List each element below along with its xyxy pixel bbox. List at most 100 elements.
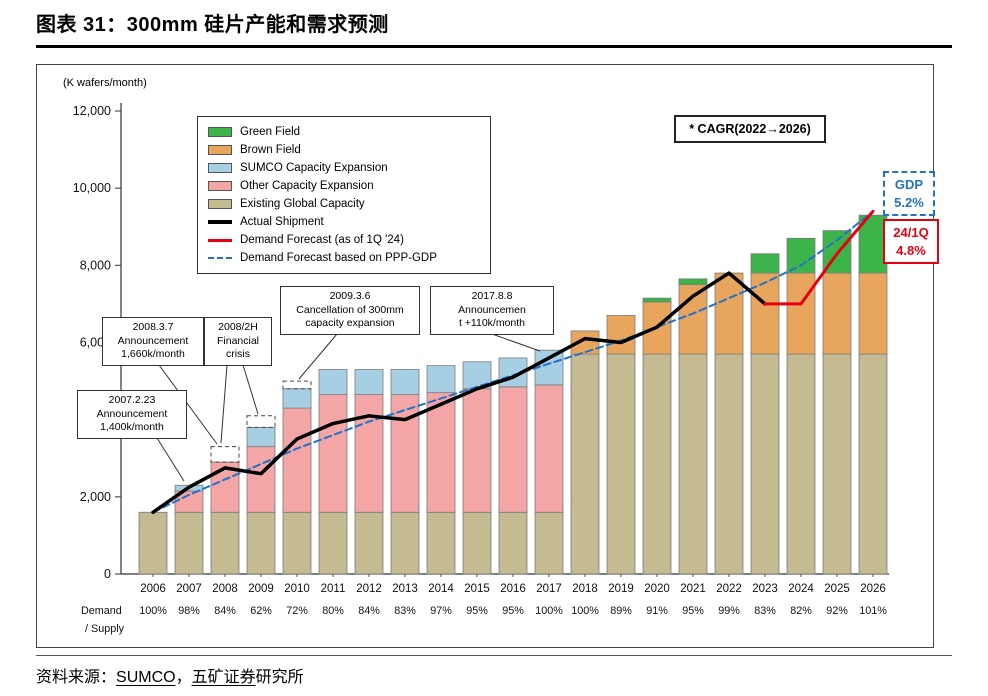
bar-segment-existing bbox=[534, 511, 564, 575]
source-line: 资料来源：SUMCO，五矿证券研究所 bbox=[36, 663, 304, 687]
demand-supply-value: 100% bbox=[535, 605, 563, 617]
annotation-arrow bbox=[158, 364, 218, 445]
demand-supply-value: 91% bbox=[646, 605, 668, 617]
legend-item: Demand Forecast based on PPP-GDP bbox=[208, 251, 480, 265]
x-tick-label: 2017 bbox=[536, 583, 562, 595]
bar-segment-other bbox=[534, 384, 564, 513]
bar-segment-other bbox=[462, 388, 492, 513]
bar-segment-brown bbox=[570, 330, 600, 355]
legend-label: Demand Forecast based on PPP-GDP bbox=[240, 252, 437, 264]
bar-segment-sumco bbox=[390, 369, 420, 395]
bar-segment-other bbox=[282, 407, 312, 513]
bar-segment-existing bbox=[714, 353, 744, 575]
cagr-note: * CAGR(2022→2026) bbox=[674, 115, 826, 143]
demand-supply-value: 84% bbox=[358, 605, 380, 617]
legend-item: Other Capacity Expansion bbox=[208, 179, 480, 193]
other-expansion-swatch-icon bbox=[208, 181, 232, 191]
actual-shipment-line-icon bbox=[208, 220, 232, 224]
annotation-arrow bbox=[242, 364, 259, 415]
legend-label: Brown Field bbox=[240, 144, 301, 156]
x-tick-label: 2018 bbox=[572, 583, 598, 595]
source-link-sumco[interactable]: SUMCO bbox=[116, 669, 176, 686]
bar-segment-sumco bbox=[426, 365, 456, 394]
bar-segment-existing bbox=[426, 511, 456, 575]
green-field-swatch-icon bbox=[208, 127, 232, 137]
chart-legend: Green Field Brown Field SUMCO Capacity Exp… bbox=[197, 116, 491, 274]
x-tick-label: 2024 bbox=[788, 583, 814, 595]
demand-supply-value: 101% bbox=[859, 605, 887, 617]
legend-label: Green Field bbox=[240, 126, 301, 138]
x-tick-label: 2010 bbox=[284, 583, 310, 595]
demand-supply-value: 72% bbox=[286, 605, 308, 617]
bar-segment-brown bbox=[786, 272, 816, 355]
demand-supply-value: 100% bbox=[571, 605, 599, 617]
legend-item: Existing Global Capacity bbox=[208, 197, 480, 211]
y-tick-label: 8,000 bbox=[80, 258, 111, 272]
bar-segment-existing bbox=[786, 353, 816, 575]
demand-supply-value: 100% bbox=[139, 605, 167, 617]
chart-svg: 0 2,000 4,000 6,000 8,000 10,000 12,000 2006 100… bbox=[73, 103, 889, 635]
bar-segment-existing bbox=[462, 511, 492, 575]
bar-segment-brown bbox=[606, 315, 636, 355]
bar-segment-existing bbox=[750, 353, 780, 575]
y-axis-unit-label: (K wafers/month) bbox=[63, 77, 147, 89]
source-divider bbox=[36, 655, 952, 656]
demand-forecast-line-icon bbox=[208, 238, 232, 242]
bar-segment-existing bbox=[138, 511, 168, 575]
bar-segment-brown bbox=[858, 272, 888, 355]
x-tick-label: 2007 bbox=[176, 583, 202, 595]
annotation-arrow bbox=[156, 437, 185, 482]
source-prefix: 资料来源： bbox=[36, 669, 117, 686]
bar-segment-green bbox=[858, 214, 888, 274]
demand-forecast-line bbox=[763, 209, 875, 306]
demand-supply-value: 99% bbox=[718, 605, 740, 617]
x-tick-label: 2014 bbox=[428, 583, 454, 595]
bar-segment-brown bbox=[750, 272, 780, 355]
demand-supply-value: 95% bbox=[502, 605, 524, 617]
bar-segment-existing bbox=[858, 353, 888, 575]
demand-supply-value: 80% bbox=[322, 605, 344, 617]
bar-segment-other bbox=[318, 394, 348, 513]
x-tick-label: 2019 bbox=[608, 583, 634, 595]
bar-segment-other bbox=[246, 446, 276, 513]
demand-supply-value: 95% bbox=[682, 605, 704, 617]
x-tick-label: 2008 bbox=[212, 583, 238, 595]
legend-item: Green Field bbox=[208, 125, 480, 139]
bar-segment-green bbox=[750, 253, 780, 274]
demand-supply-value: 97% bbox=[430, 605, 452, 617]
bar-segment-existing bbox=[318, 511, 348, 575]
demand-supply-value: 82% bbox=[790, 605, 812, 617]
demand-supply-value: 98% bbox=[178, 605, 200, 617]
bar-segment-existing bbox=[570, 353, 600, 575]
demand-supply-value: 84% bbox=[214, 605, 236, 617]
y-tick-label: 2,000 bbox=[80, 490, 111, 504]
demand-supply-value: 62% bbox=[250, 605, 272, 617]
bar-segment-existing bbox=[210, 511, 240, 575]
y-tick-label: 12,000 bbox=[73, 104, 111, 118]
x-tick-label: 2023 bbox=[752, 583, 778, 595]
demand-supply-value: 92% bbox=[826, 605, 848, 617]
bar-segment-green bbox=[678, 278, 708, 286]
legend-item: SUMCO Capacity Expansion bbox=[208, 161, 480, 175]
demand-supply-value: 83% bbox=[754, 605, 776, 617]
source-link-wukuang[interactable]: 五矿证券 bbox=[191, 669, 256, 686]
y-tick-label: 0 bbox=[104, 567, 111, 581]
legend-label: Other Capacity Expansion bbox=[240, 180, 374, 192]
q1-cagr-box: 24/1Q 4.8% bbox=[883, 219, 939, 265]
bar-segment-existing bbox=[606, 353, 636, 575]
cancelled-capacity-outline bbox=[282, 380, 312, 390]
x-tick-label: 2016 bbox=[500, 583, 526, 595]
bar-segment-sumco bbox=[318, 369, 348, 395]
source-separator: ， bbox=[175, 669, 192, 686]
x-tick-label: 2013 bbox=[392, 583, 418, 595]
annotation-arrow bbox=[298, 333, 338, 380]
actual-shipment-line bbox=[151, 271, 767, 515]
bar-segment-existing bbox=[282, 511, 312, 575]
legend-label: SUMCO Capacity Expansion bbox=[240, 162, 388, 174]
bar-segment-other bbox=[426, 392, 456, 513]
bar-segment-brown bbox=[714, 272, 744, 355]
x-tick-label: 2022 bbox=[716, 583, 742, 595]
bar-segment-other bbox=[390, 394, 420, 513]
annotation-arrow bbox=[220, 364, 228, 444]
sumco-expansion-swatch-icon bbox=[208, 163, 232, 173]
